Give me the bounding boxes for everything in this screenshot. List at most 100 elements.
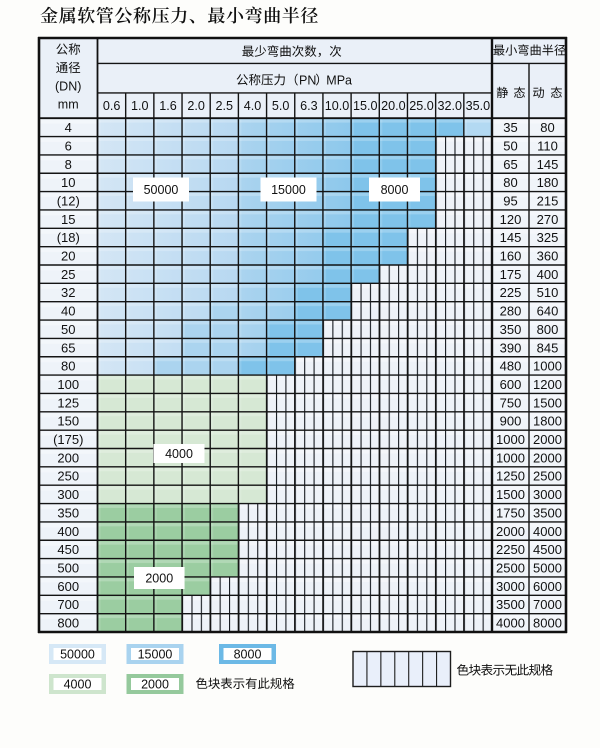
svg-text:510: 510 <box>537 285 559 300</box>
svg-text:15.0: 15.0 <box>353 99 378 113</box>
svg-text:3000: 3000 <box>533 487 562 502</box>
svg-text:4000: 4000 <box>533 524 562 539</box>
svg-text:80: 80 <box>61 359 75 374</box>
svg-text:160: 160 <box>500 249 522 264</box>
svg-text:1800: 1800 <box>533 414 562 429</box>
svg-text:390: 390 <box>500 340 522 355</box>
svg-text:800: 800 <box>57 616 79 631</box>
svg-text:(18): (18) <box>57 230 80 245</box>
svg-text:2250: 2250 <box>496 542 525 557</box>
svg-text:(12): (12) <box>57 193 80 208</box>
svg-text:3500: 3500 <box>533 505 562 520</box>
svg-text:(175): (175) <box>53 432 83 447</box>
svg-text:600: 600 <box>500 377 522 392</box>
svg-text:1250: 1250 <box>496 469 525 484</box>
svg-text:4000: 4000 <box>64 678 92 692</box>
svg-text:7000: 7000 <box>533 597 562 612</box>
svg-text:1000: 1000 <box>496 450 525 465</box>
svg-text:2000: 2000 <box>141 678 169 692</box>
svg-text:400: 400 <box>57 524 79 539</box>
svg-text:50: 50 <box>61 322 75 337</box>
svg-text:2000: 2000 <box>533 450 562 465</box>
svg-text:8000: 8000 <box>234 648 262 662</box>
svg-text:20: 20 <box>61 249 75 264</box>
svg-text:1000: 1000 <box>533 359 562 374</box>
svg-text:250: 250 <box>57 469 79 484</box>
svg-text:3000: 3000 <box>496 579 525 594</box>
svg-text:400: 400 <box>537 267 559 282</box>
svg-text:32: 32 <box>61 285 75 300</box>
svg-text:2500: 2500 <box>496 560 525 575</box>
svg-text:1500: 1500 <box>496 487 525 502</box>
svg-text:35.0: 35.0 <box>466 99 491 113</box>
svg-text:270: 270 <box>537 212 559 227</box>
svg-text:25.0: 25.0 <box>409 99 434 113</box>
svg-text:40: 40 <box>61 304 75 319</box>
svg-text:1.0: 1.0 <box>131 99 149 113</box>
svg-text:2000: 2000 <box>145 572 173 586</box>
svg-text:845: 845 <box>537 340 559 355</box>
svg-text:5000: 5000 <box>533 560 562 575</box>
svg-text:15000: 15000 <box>271 183 306 197</box>
svg-text:900: 900 <box>500 414 522 429</box>
svg-text:125: 125 <box>57 395 79 410</box>
svg-text:65: 65 <box>503 157 517 172</box>
svg-text:50: 50 <box>503 138 517 153</box>
svg-text:6000: 6000 <box>533 579 562 594</box>
svg-text:10: 10 <box>61 175 75 190</box>
svg-text:3500: 3500 <box>496 597 525 612</box>
svg-text:450: 450 <box>57 542 79 557</box>
svg-text:800: 800 <box>537 322 559 337</box>
svg-text:180: 180 <box>537 175 559 190</box>
svg-text:MPa: MPa <box>326 73 352 87</box>
svg-text:500: 500 <box>57 560 79 575</box>
svg-text:1.6: 1.6 <box>159 99 177 113</box>
svg-text:50000: 50000 <box>60 648 95 662</box>
svg-text:8000: 8000 <box>381 183 409 197</box>
svg-text:145: 145 <box>500 230 522 245</box>
svg-text:35: 35 <box>503 120 517 135</box>
svg-text:2.0: 2.0 <box>187 99 205 113</box>
svg-text:4.0: 4.0 <box>244 99 262 113</box>
svg-text:PN: PN <box>299 73 316 87</box>
svg-text:480: 480 <box>500 359 522 374</box>
svg-text:4000: 4000 <box>496 616 525 631</box>
svg-text:2.5: 2.5 <box>216 99 234 113</box>
svg-text:25: 25 <box>61 267 75 282</box>
svg-text:mm: mm <box>58 98 79 112</box>
svg-text:80: 80 <box>540 120 554 135</box>
svg-text:100: 100 <box>57 377 79 392</box>
svg-text:1000: 1000 <box>496 432 525 447</box>
svg-text:325: 325 <box>537 230 559 245</box>
svg-text:2500: 2500 <box>533 469 562 484</box>
svg-text:6.3: 6.3 <box>300 99 318 113</box>
svg-text:2000: 2000 <box>533 432 562 447</box>
svg-text:15000: 15000 <box>138 648 173 662</box>
svg-text:120: 120 <box>500 212 522 227</box>
svg-text:1500: 1500 <box>533 395 562 410</box>
svg-text:1200: 1200 <box>533 377 562 392</box>
svg-text:20.0: 20.0 <box>381 99 406 113</box>
svg-text:80: 80 <box>503 175 517 190</box>
svg-text:50000: 50000 <box>144 183 179 197</box>
svg-text:600: 600 <box>57 579 79 594</box>
svg-text:225: 225 <box>500 285 522 300</box>
svg-text:215: 215 <box>537 193 559 208</box>
svg-text:2000: 2000 <box>496 524 525 539</box>
svg-text:5.0: 5.0 <box>272 99 290 113</box>
svg-text:(DN): (DN) <box>55 79 81 93</box>
svg-text:4000: 4000 <box>165 447 193 461</box>
svg-text:280: 280 <box>500 304 522 319</box>
svg-text:8: 8 <box>65 157 72 172</box>
svg-text:95: 95 <box>503 193 517 208</box>
svg-text:15: 15 <box>61 212 75 227</box>
svg-text:350: 350 <box>57 505 79 520</box>
svg-text:700: 700 <box>57 597 79 612</box>
svg-text:0.6: 0.6 <box>103 99 121 113</box>
svg-text:200: 200 <box>57 450 79 465</box>
svg-text:65: 65 <box>61 340 75 355</box>
svg-text:350: 350 <box>500 322 522 337</box>
svg-text:175: 175 <box>500 267 522 282</box>
svg-text:4: 4 <box>65 120 72 135</box>
svg-text:8000: 8000 <box>533 616 562 631</box>
